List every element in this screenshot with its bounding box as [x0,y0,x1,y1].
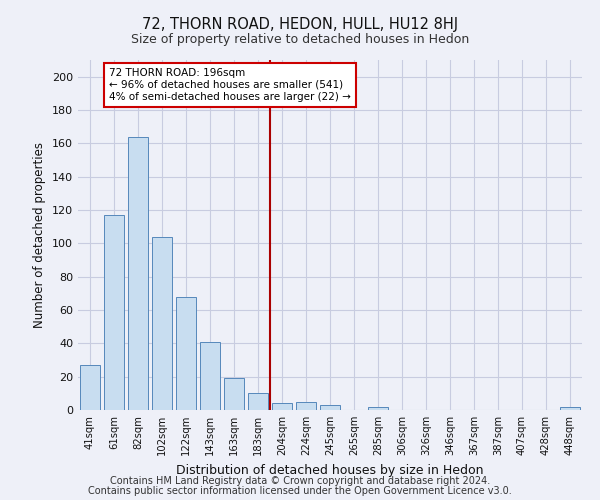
Bar [368,406,388,410]
Bar [320,405,340,410]
Bar [80,365,100,410]
Bar [104,215,124,410]
Text: Contains public sector information licensed under the Open Government Licence v3: Contains public sector information licen… [88,486,512,496]
Bar [176,296,196,410]
Text: 72 THORN ROAD: 196sqm
← 96% of detached houses are smaller (541)
4% of semi-deta: 72 THORN ROAD: 196sqm ← 96% of detached … [109,68,351,102]
Bar [272,404,292,410]
Bar [296,402,316,410]
Bar [152,236,172,410]
Y-axis label: Number of detached properties: Number of detached properties [34,142,46,328]
Bar [200,342,220,410]
X-axis label: Distribution of detached houses by size in Hedon: Distribution of detached houses by size … [176,464,484,476]
Bar [560,406,580,410]
Bar [128,136,148,410]
Bar [224,378,244,410]
Text: 72, THORN ROAD, HEDON, HULL, HU12 8HJ: 72, THORN ROAD, HEDON, HULL, HU12 8HJ [142,18,458,32]
Text: Contains HM Land Registry data © Crown copyright and database right 2024.: Contains HM Land Registry data © Crown c… [110,476,490,486]
Text: Size of property relative to detached houses in Hedon: Size of property relative to detached ho… [131,32,469,46]
Bar [248,394,268,410]
